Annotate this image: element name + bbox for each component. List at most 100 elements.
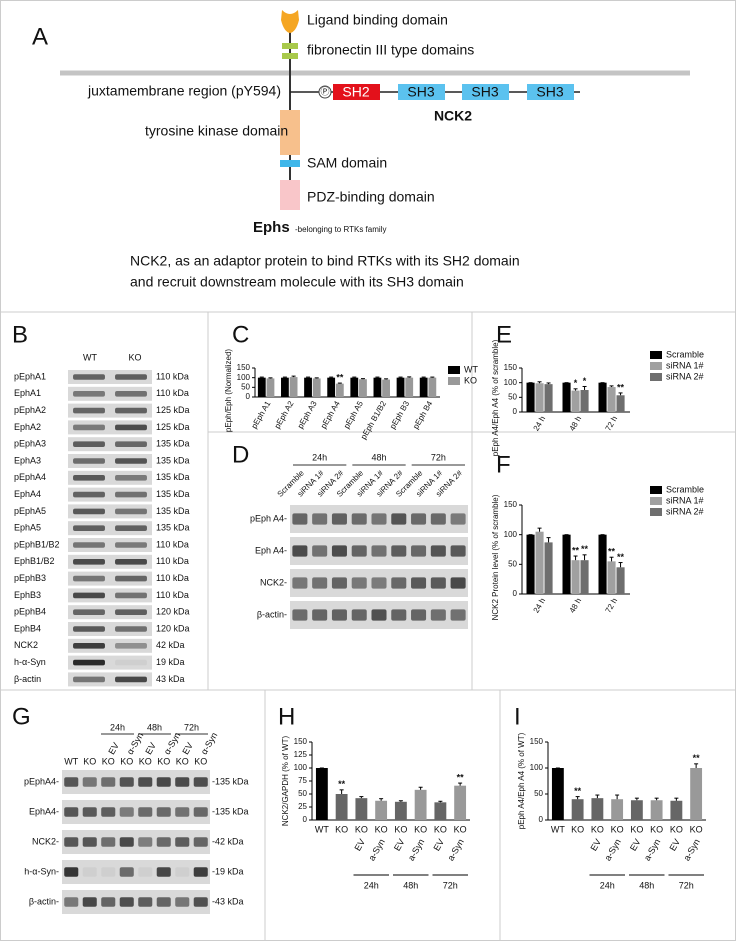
- blot-band: [371, 577, 387, 589]
- blot-band: [430, 545, 446, 557]
- bar: [598, 382, 607, 412]
- size-label: 110 kDa: [156, 590, 189, 600]
- size-label: 125 kDa: [156, 422, 190, 432]
- size-label: 19 kDa: [156, 657, 185, 667]
- blot-band: [115, 441, 147, 447]
- blot-band: [450, 545, 466, 557]
- blot-band: [64, 777, 79, 787]
- panel-letter: D: [232, 441, 249, 468]
- group-label: 48h: [639, 880, 654, 890]
- kinase-domain: [280, 110, 300, 155]
- row-label: pEphA1: [14, 371, 46, 381]
- bar: [650, 800, 663, 820]
- size-label: -43 kDa: [212, 896, 244, 906]
- blot-band: [101, 837, 116, 847]
- blot-band: [331, 513, 347, 525]
- annotation: **: [608, 547, 616, 557]
- blot-band: [193, 807, 208, 817]
- blot-background: [68, 420, 152, 435]
- bar: [414, 789, 427, 820]
- group-label: 48h: [403, 880, 418, 890]
- size-label: 110 kDa: [156, 556, 189, 566]
- blot-band: [64, 807, 79, 817]
- label: juxtamembrane region (pY594): [87, 83, 281, 99]
- row-label: pEph A4-: [250, 513, 287, 523]
- y-axis-label: NCK2/GAPDH (% of WT): [281, 736, 290, 827]
- blot-band: [138, 897, 153, 907]
- blot-band: [138, 777, 153, 787]
- sam-domain: [280, 160, 300, 167]
- x-tick-label: KO: [670, 824, 683, 834]
- size-label: -42 kDa: [212, 836, 244, 846]
- y-tick-label: 75: [298, 776, 307, 785]
- bar: [535, 531, 544, 594]
- blot-band: [292, 513, 308, 525]
- bar: [562, 382, 571, 412]
- blot-band: [64, 897, 79, 907]
- size-label: -135 kDa: [212, 806, 249, 816]
- y-axis-label: NCK2 Protein level (% of scramble): [491, 494, 500, 620]
- group-label: 24h: [600, 880, 615, 890]
- blot-band: [371, 609, 387, 621]
- panel-letter: F: [496, 451, 511, 478]
- row-label: NCK2-: [32, 836, 59, 846]
- bar: [419, 377, 428, 397]
- annotation: **: [693, 753, 701, 763]
- y-tick-label: 50: [508, 559, 517, 568]
- y-tick-label: 100: [504, 378, 518, 387]
- x-tick-label: KO: [454, 824, 467, 834]
- bar: [335, 383, 344, 397]
- annotation: *: [574, 378, 578, 388]
- lane-label: KO: [194, 756, 207, 766]
- label: PDZ-binding domain: [307, 189, 435, 205]
- bar: [312, 378, 321, 397]
- bar: [544, 542, 553, 594]
- row-label: pEphA4: [14, 472, 46, 482]
- bar: [428, 377, 437, 397]
- y-tick-label: 150: [294, 737, 308, 746]
- label: SH3: [536, 84, 563, 100]
- y-tick-label: 25: [298, 802, 307, 811]
- lane-label: WT: [83, 352, 97, 362]
- size-label: 125 kDa: [156, 405, 190, 415]
- blot-band: [450, 577, 466, 589]
- blot-band: [101, 807, 116, 817]
- bar: [434, 802, 447, 820]
- blot-band: [156, 867, 171, 877]
- row-label: β-actin-: [29, 896, 59, 906]
- blot-band: [450, 513, 466, 525]
- row-label: β-actin: [14, 674, 41, 684]
- blot-band: [175, 777, 190, 787]
- bar: [359, 379, 367, 397]
- panel-letter: I: [514, 703, 521, 730]
- blot-band: [115, 575, 147, 582]
- y-tick-label: 100: [294, 763, 308, 772]
- fibronectin-domain: [282, 43, 298, 49]
- bar: [396, 377, 405, 397]
- row-label: Eph A4-: [255, 545, 287, 555]
- size-label: 42 kDa: [156, 640, 185, 650]
- legend-swatch: [650, 497, 662, 505]
- blot-band: [115, 643, 147, 649]
- bar: [289, 377, 298, 397]
- blot-band: [115, 491, 147, 498]
- blot-band: [292, 545, 308, 557]
- blot-band: [115, 374, 147, 380]
- blot-band: [312, 513, 328, 525]
- blot-band: [351, 545, 367, 557]
- fibronectin-domain: [282, 53, 298, 59]
- annotation: *: [583, 376, 587, 386]
- blot-band: [82, 867, 97, 877]
- blot-band: [115, 407, 147, 414]
- x-tick-label: KO: [434, 824, 447, 834]
- blot-band: [82, 807, 97, 817]
- blot-band: [101, 867, 116, 877]
- size-label: 135 kDa: [156, 523, 190, 533]
- y-axis-label: pEph A4/Eph A4 (% of WT): [517, 732, 526, 829]
- blot-background: [68, 571, 152, 586]
- blot-band: [138, 867, 153, 877]
- annotation: **: [617, 552, 625, 562]
- label: SH2: [342, 84, 369, 100]
- lane-label: KO: [83, 756, 96, 766]
- blot-background: [68, 470, 152, 485]
